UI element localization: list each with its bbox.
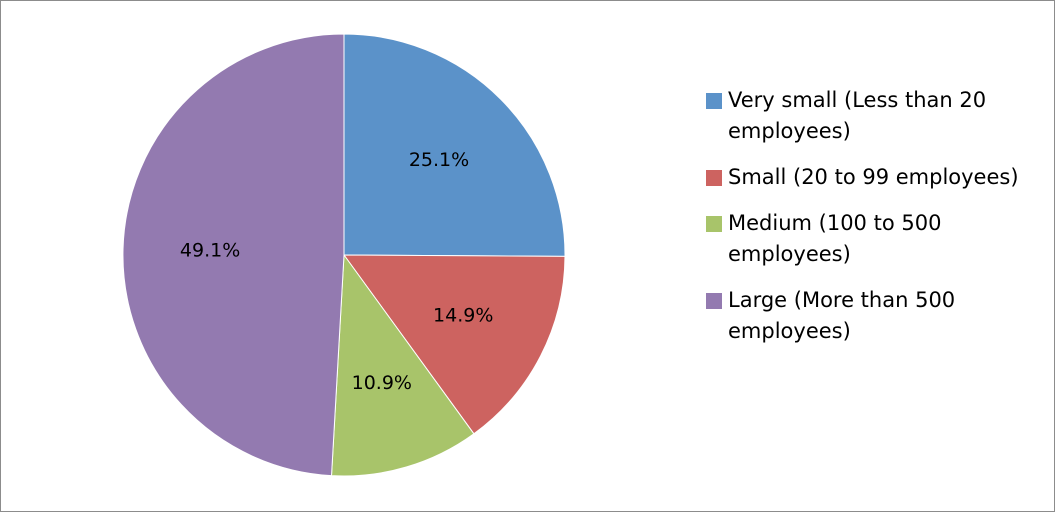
pie-slice — [122, 33, 345, 477]
legend-item-large: Large (More than 500 employees) — [704, 285, 1044, 347]
legend-label: Large (More than 500 employees) — [728, 288, 956, 343]
legend-swatch — [706, 293, 722, 309]
legend-swatch — [706, 170, 722, 186]
slice-value-label: 49.1% — [180, 240, 240, 262]
slice-value-label: 25.1% — [409, 149, 469, 171]
pie-slice — [343, 33, 566, 257]
slice-value-label: 10.9% — [352, 372, 412, 394]
pie-slice — [343, 254, 566, 435]
pie-slice — [330, 253, 475, 477]
legend-label: Very small (Less than 20 employees) — [728, 88, 987, 143]
legend-label: Small (20 to 99 employees) — [728, 165, 1019, 189]
legend-item-small: Small (20 to 99 employees) — [704, 162, 1044, 193]
slice-value-label: 14.9% — [433, 305, 493, 327]
legend-item-very-small: Very small (Less than 20 employees) — [704, 85, 1044, 147]
legend-swatch — [706, 216, 722, 232]
legend-swatch — [706, 93, 722, 109]
legend: Very small (Less than 20 employees) Smal… — [704, 85, 1044, 362]
legend-label: Medium (100 to 500 employees) — [728, 211, 942, 266]
legend-item-medium: Medium (100 to 500 employees) — [704, 208, 1044, 270]
